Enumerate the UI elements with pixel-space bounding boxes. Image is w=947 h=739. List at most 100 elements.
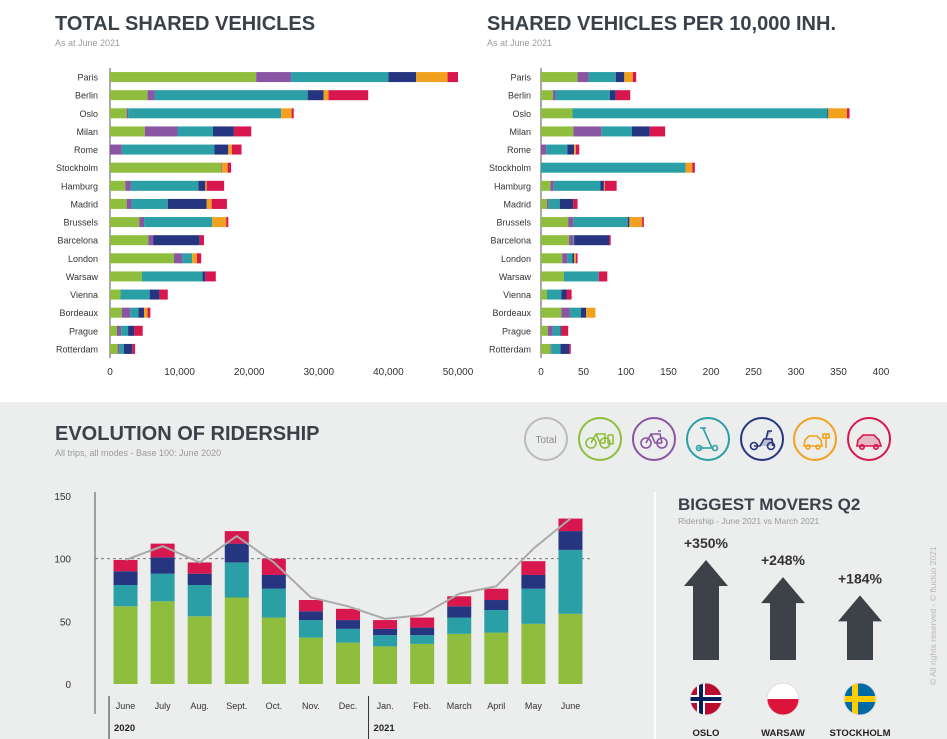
bar-segment-car: [649, 126, 666, 137]
bar-segment-scooter: [569, 307, 581, 318]
bar-segment-scooter: [121, 144, 215, 155]
bar-segment-car: [134, 325, 143, 336]
flag-border: [843, 682, 877, 716]
month-label: June: [116, 701, 136, 711]
city-label: Oslo: [512, 109, 531, 119]
bar-segment-ebike: [577, 72, 589, 83]
bar-segment-carsharing: [323, 90, 329, 101]
bar-segment-carsharing: [603, 180, 605, 191]
mover-city: STOCKHOLM: [829, 728, 890, 739]
mover-city: WARSAW: [761, 728, 805, 739]
bar-segment-moped: [187, 573, 212, 585]
bar-segment-ebike: [568, 217, 574, 228]
bar-segment-bike: [110, 162, 222, 173]
bar-segment-bike: [187, 616, 212, 684]
bar-segment-carsharing: [416, 72, 448, 83]
flag-cross: [844, 696, 876, 702]
bar-segment-car: [205, 271, 216, 282]
per-inhabitant-subtitle: As at June 2021: [487, 38, 552, 48]
bar-segment-carsharing: [828, 108, 847, 119]
y-tick-label: 0: [65, 680, 71, 691]
bar-segment-ebike: [117, 343, 120, 354]
month-label: March: [447, 701, 472, 711]
car-icon: [856, 434, 883, 450]
bar-segment-carsharing: [228, 144, 232, 155]
bar-segment-ebike: [148, 235, 154, 246]
bar-segment-ebike: [547, 325, 553, 336]
ridership-chart: 0 50 100 150 June July Aug. Sept. Oct. Nov. Dec. Ja…: [54, 492, 593, 739]
month-label: Sept.: [226, 701, 247, 711]
y-tick-label: 50: [60, 617, 72, 628]
bar-segment-bike: [541, 90, 553, 101]
bar-segment-moped: [580, 307, 587, 318]
bar-segment-scooter: [113, 584, 138, 607]
bar-segment-moped: [307, 90, 324, 101]
bar-segment-car: [410, 617, 435, 628]
bar-segment-bike: [541, 235, 570, 246]
bar-segment-ebike: [110, 144, 122, 155]
bar-segment-scooter: [130, 180, 199, 191]
x-tick-label: 40,000: [373, 367, 404, 378]
bar-segment-bike: [110, 198, 127, 209]
bar-segment-bike: [541, 217, 569, 228]
bar-segment-car: [113, 559, 138, 572]
mover-percentage: +248%: [761, 552, 806, 568]
movers-title: BIGGEST MOVERS Q2: [678, 495, 860, 514]
month-label: July: [155, 701, 172, 711]
bar-segment-scooter: [177, 126, 214, 137]
bar-segment-scooter: [131, 198, 168, 209]
ridership-subtitle: All trips, all modes - Base 100: June 20…: [55, 448, 221, 458]
bar-segment-moped: [615, 72, 625, 83]
x-tick-label: 0: [107, 367, 113, 378]
total-vehicles-subtitle: As at June 2021: [55, 38, 120, 48]
bar-segment-bike: [110, 72, 257, 83]
bar-segment-scooter: [142, 271, 203, 282]
up-arrow-icon: [761, 577, 805, 660]
bar-segment-bike: [110, 126, 145, 137]
bar-segment-ebike: [121, 307, 131, 318]
bar-segment-scooter: [573, 217, 628, 228]
city-label: Oslo: [79, 109, 98, 119]
bar-segment-car: [227, 162, 232, 173]
year-label: 2021: [374, 723, 396, 734]
bar-segment-scooter: [290, 72, 389, 83]
month-label: June: [561, 701, 581, 711]
bar-segment-moped: [559, 198, 574, 209]
scooter-legend-circle: [686, 417, 730, 461]
bar-segment-moped: [336, 620, 360, 629]
bar-segment-scooter: [336, 628, 360, 643]
city-label: Rotterdam: [489, 344, 531, 354]
total-vehicles-chart: 0 10,000 20,000 30,000 40,000 50,000 Paris Berl…: [56, 68, 474, 378]
bar-segment-bike: [541, 126, 574, 137]
bar-segment-car: [261, 558, 286, 575]
bar-segment-car: [609, 235, 611, 246]
bike-icon: [585, 433, 614, 449]
bar-segment-bike: [541, 253, 563, 264]
bike-legend-circle: [578, 417, 622, 461]
bar-segment-moped: [198, 180, 206, 191]
city-label: London: [501, 254, 531, 264]
ebike-icon: [640, 430, 668, 449]
sweden-flag-icon: [844, 683, 876, 715]
bar-segment-scooter: [548, 198, 560, 209]
bar-segment-ebike: [562, 253, 568, 264]
bar-segment-car: [692, 162, 695, 173]
bar-segment-bike: [541, 108, 573, 119]
bar-segment-car: [521, 561, 546, 575]
bar-segment-car: [561, 325, 569, 336]
bar-segment-carsharing: [281, 108, 292, 119]
bar-segment-scooter: [588, 72, 616, 83]
bar-segment-scooter: [553, 180, 601, 191]
bar-segment-bike: [298, 637, 323, 684]
bar-segment-moped: [373, 628, 398, 636]
y-tick-label: 100: [54, 555, 71, 566]
bar-segment-bike: [541, 307, 562, 318]
bar-segment-scooter: [144, 217, 213, 228]
city-label: Paris: [77, 73, 98, 83]
bar-segment-car: [575, 144, 580, 155]
bar-segment-ebike: [541, 144, 547, 155]
bar-segment-scooter: [563, 271, 599, 282]
x-tick-label: 10,000: [164, 367, 195, 378]
bar-segment-moped: [153, 235, 200, 246]
month-label: Jan.: [377, 701, 394, 711]
